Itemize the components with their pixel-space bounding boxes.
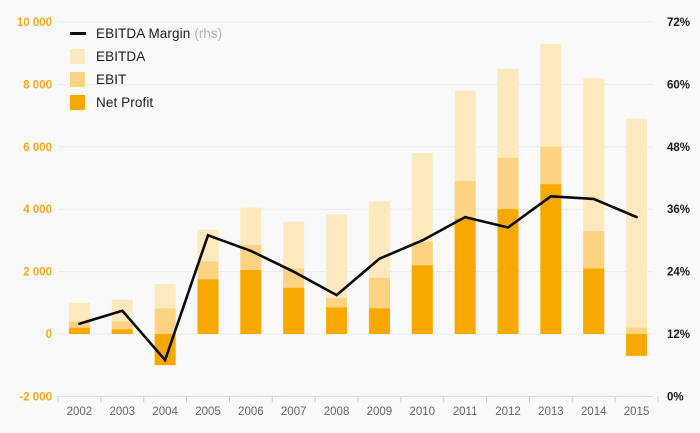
legend-item-ebitda-margin: EBITDA Margin (rhs): [70, 25, 222, 41]
bar-net-profit-2015: [626, 334, 648, 356]
left-axis-tick-label: 8 000: [23, 79, 52, 91]
x-axis-label: 2012: [495, 406, 521, 418]
x-axis-label: 2015: [624, 406, 650, 418]
right-axis-tick-label: 72%: [667, 17, 690, 29]
left-axis-tick-label: 0: [46, 329, 52, 341]
left-axis-tick-label: 4 000: [23, 204, 52, 216]
legend-item-ebit: EBIT: [70, 71, 222, 87]
right-axis-tick-label: 48%: [667, 142, 690, 154]
right-axis-tick-label: 24%: [667, 267, 690, 279]
legend-item-ebitda: EBITDA: [70, 48, 222, 64]
right-axis-tick-label: 36%: [667, 204, 690, 216]
legend-color-swatch: [70, 71, 85, 87]
bar-net-profit-2005: [197, 279, 219, 334]
left-axis-tick-label: -2 000: [19, 391, 52, 403]
left-axis-tick-label: 2 000: [23, 267, 52, 279]
x-axis-label: 2011: [453, 406, 478, 418]
legend-label: EBITDA Margin: [96, 25, 191, 41]
bar-net-profit-2014: [583, 268, 605, 334]
bar-net-profit-2008: [326, 307, 348, 334]
x-axis-label: 2006: [238, 406, 264, 418]
legend-color-swatch: [70, 94, 85, 110]
bar-ebit-2015: [626, 327, 648, 334]
ebitda-margin-line: [78, 194, 638, 363]
x-axis-label: 2002: [67, 406, 93, 418]
bar-net-profit-2010: [411, 265, 433, 334]
x-axis-label: 2008: [324, 406, 350, 418]
legend-color-swatch: [70, 48, 85, 64]
left-axis-tick-label: 10 000: [17, 17, 52, 29]
legend-label: EBITDA: [96, 48, 146, 64]
right-axis-tick-label: 12%: [667, 329, 690, 341]
bar-net-profit-2007: [283, 287, 305, 334]
legend-label: EBIT: [96, 71, 127, 87]
bar-ebit-2004: [154, 308, 176, 334]
bar-net-profit-2013: [540, 184, 562, 334]
right-axis-tick-label: 60%: [667, 79, 690, 91]
bar-net-profit-2012: [497, 209, 519, 334]
bar-net-profit-2011: [454, 218, 476, 334]
x-axis-label: 2003: [109, 406, 135, 418]
x-axis-label: 2014: [581, 406, 607, 418]
legend-item-net-profit: Net Profit: [70, 94, 222, 110]
legend-label: Net Profit: [96, 94, 154, 110]
x-axis-label: 2005: [195, 406, 221, 418]
bar-net-profit-2003: [111, 329, 133, 334]
chart-legend: EBITDA Margin (rhs) EBITDA EBIT Net Profit: [70, 25, 222, 110]
x-axis-label: 2010: [409, 406, 435, 418]
x-axis-label: 2007: [281, 406, 307, 418]
x-axis-label: 2004: [152, 406, 178, 418]
right-axis-tick-label: 0%: [667, 391, 684, 403]
bar-net-profit-2002: [68, 327, 90, 334]
x-axis-label: 2009: [367, 406, 393, 418]
bar-net-profit-2009: [368, 308, 390, 334]
bar-net-profit-2006: [240, 270, 262, 334]
legend-label-suffix: (rhs): [194, 25, 223, 41]
legend-line-swatch: [70, 31, 86, 35]
x-axis-label: 2013: [538, 406, 564, 418]
bar-ebitda-2015: [626, 118, 648, 334]
left-axis-tick-label: 6 000: [23, 142, 52, 154]
